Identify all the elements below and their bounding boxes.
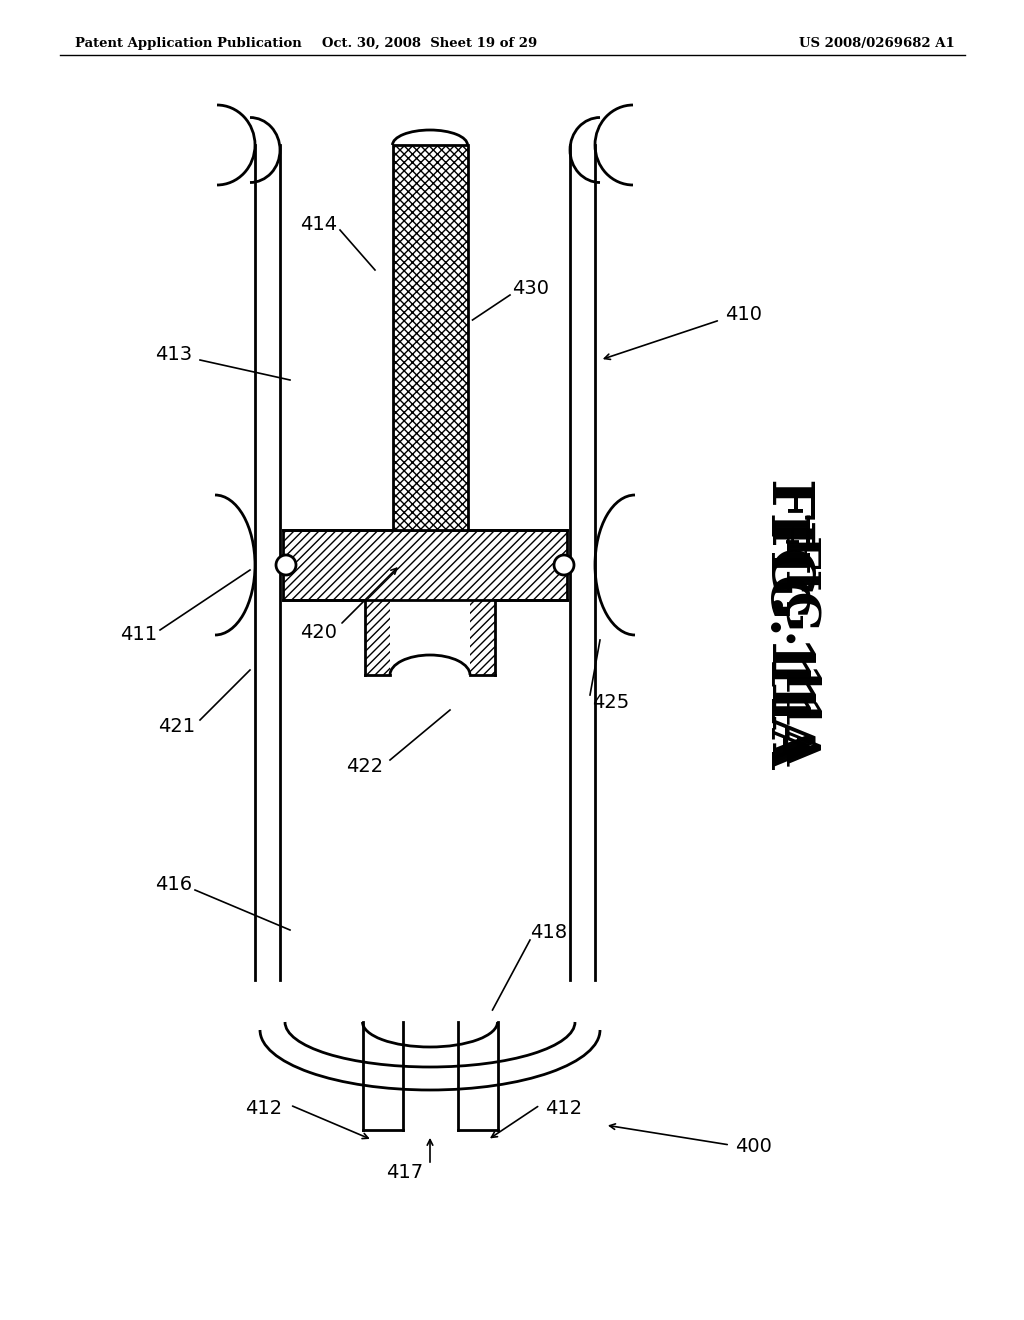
Text: 412: 412 bbox=[245, 1098, 283, 1118]
Text: 414: 414 bbox=[300, 215, 337, 235]
Text: 418: 418 bbox=[530, 923, 567, 941]
Text: 410: 410 bbox=[725, 305, 762, 325]
Text: FIG. 11A: FIG. 11A bbox=[760, 512, 811, 768]
Text: 430: 430 bbox=[512, 279, 549, 297]
Text: FIG. 11A: FIG. 11A bbox=[777, 535, 823, 766]
Text: 417: 417 bbox=[386, 1163, 424, 1181]
Circle shape bbox=[276, 554, 296, 576]
Text: 411: 411 bbox=[120, 626, 157, 644]
Text: 422: 422 bbox=[346, 758, 384, 776]
Text: US 2008/0269682 A1: US 2008/0269682 A1 bbox=[800, 37, 955, 50]
Text: Oct. 30, 2008  Sheet 19 of 29: Oct. 30, 2008 Sheet 19 of 29 bbox=[323, 37, 538, 50]
Text: 416: 416 bbox=[155, 875, 193, 895]
Text: 413: 413 bbox=[155, 346, 193, 364]
Text: 425: 425 bbox=[592, 693, 630, 711]
Text: Patent Application Publication: Patent Application Publication bbox=[75, 37, 302, 50]
Bar bbox=[470, 601, 495, 675]
Bar bbox=[392, 145, 468, 531]
Bar bbox=[365, 601, 390, 675]
Text: 412: 412 bbox=[545, 1098, 582, 1118]
Text: FIG. 11A: FIG. 11A bbox=[760, 478, 816, 762]
Circle shape bbox=[554, 554, 574, 576]
Text: 421: 421 bbox=[158, 717, 196, 735]
Text: 400: 400 bbox=[735, 1138, 772, 1156]
Text: 420: 420 bbox=[300, 623, 337, 642]
Bar bbox=[283, 531, 567, 601]
